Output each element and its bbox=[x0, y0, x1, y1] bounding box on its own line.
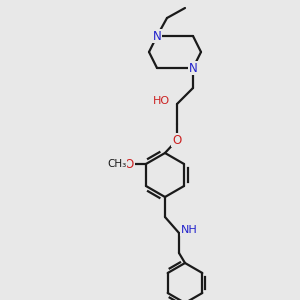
Text: HO: HO bbox=[152, 96, 170, 106]
Text: N: N bbox=[189, 61, 197, 74]
Text: O: O bbox=[124, 158, 134, 170]
Text: NH: NH bbox=[181, 225, 197, 235]
Text: N: N bbox=[153, 29, 161, 43]
Text: CH₃: CH₃ bbox=[107, 159, 127, 169]
Text: O: O bbox=[172, 134, 182, 146]
